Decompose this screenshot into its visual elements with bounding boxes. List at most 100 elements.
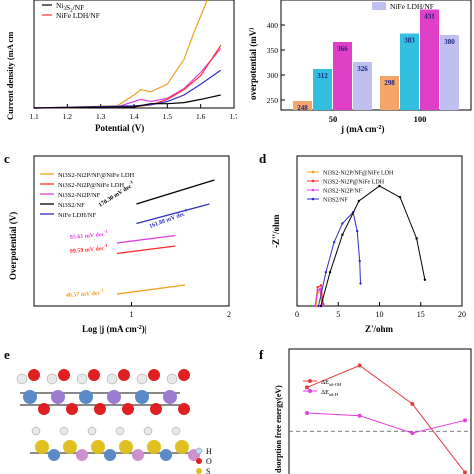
slope-annotation: 95.61 mV dec-1: [69, 229, 109, 241]
chart-b-legend: NiFe LDH/NF: [372, 2, 434, 11]
legend-marker: [311, 179, 315, 183]
legend-entry: Ni3S2-Ni2P@NiFe LDH: [323, 180, 385, 186]
legend-entry: NiFe LDH/NF: [390, 2, 434, 11]
h-atom: [16, 373, 28, 385]
x-tick-label: 1.4: [129, 112, 139, 121]
x-axis-label: Log |j (mA cm-2)|: [82, 324, 147, 334]
data-point: [318, 287, 322, 291]
panel-label-e: e: [4, 347, 10, 362]
slope-annotation: 40.57 mV dec-1: [66, 287, 105, 299]
x-tick-label: 10: [376, 310, 384, 319]
x-tick-label: 100: [414, 114, 427, 124]
bar: [313, 69, 332, 110]
bar-value-label: 366: [337, 45, 348, 53]
metal-atom: [135, 390, 149, 404]
h-atom: [59, 426, 69, 436]
chart-c-series: [116, 179, 215, 295]
legend-marker: [311, 188, 315, 192]
legend-entry: Ni3S2-Ni2P/NF@NiFe LDH: [58, 172, 135, 179]
o-atom: [118, 369, 130, 381]
data-point: [398, 196, 402, 199]
h-atom: [166, 373, 178, 385]
metal-atom: [132, 449, 144, 461]
y-axis-label: Current density (mA cm: [5, 32, 15, 120]
y-tick-label: 250: [267, 96, 279, 105]
h-atom: [115, 426, 125, 436]
data-point: [378, 184, 381, 188]
series-line: [314, 288, 324, 307]
bar-value-label: 298: [384, 79, 395, 87]
h-atom: [143, 426, 153, 436]
legend-entry: Ni3S2-Ni2P/NF: [58, 192, 101, 199]
o-atom: [28, 369, 40, 381]
chart-f-series: [305, 363, 467, 474]
metal-atom: [51, 390, 65, 404]
data-point: [357, 363, 362, 368]
s-atom: [91, 440, 105, 454]
data-point: [463, 418, 467, 423]
structure-legend: H O S: [195, 447, 212, 474]
y-tick-label: 300: [267, 71, 279, 80]
h-atom: [136, 373, 148, 385]
data-point: [410, 401, 415, 406]
x-tick-label: 15: [417, 310, 425, 319]
legend-h: H: [206, 447, 212, 456]
x-tick-label: 1.7: [229, 112, 237, 121]
data-point: [332, 241, 336, 244]
legend-entry: Ni3S2-Ni2P@NiFe LDH: [58, 182, 124, 189]
s-atom: [35, 440, 49, 454]
chart-b-y-ticks: 250 300 350 400: [267, 21, 285, 105]
data-point: [305, 411, 309, 415]
x-tick-label: 50: [329, 114, 338, 124]
o-atom: [88, 369, 100, 381]
data-point: [313, 304, 317, 308]
metal-atom: [23, 390, 37, 404]
x-tick-label: 0: [295, 310, 299, 319]
data-point: [316, 289, 319, 292]
o-atom: [58, 369, 70, 381]
x-axis-label: Z'/ohm: [365, 324, 394, 334]
chart-a-x-ticks: 1.1 1.2 1.3 1.4 1.5 1.6 1.7: [29, 104, 237, 121]
chart-a-legend: Ni3S2/NF NiFe LDH/NF: [42, 1, 100, 20]
h-atom: [106, 373, 118, 385]
bar: [380, 76, 399, 110]
series-line: [306, 364, 466, 473]
y-axis-label: -Z''/ohm: [271, 214, 281, 248]
legend-o: O: [206, 457, 212, 466]
data-point: [357, 199, 361, 203]
legend-marker: [311, 170, 315, 174]
y-tick-label: 400: [267, 21, 279, 30]
chart-f-plot-area: [288, 348, 472, 474]
y-axis-label: Overpotential (V): [8, 212, 18, 280]
series-line: [318, 211, 361, 307]
x-tick-label: 1.2: [63, 112, 73, 121]
bar-value-label: 380: [444, 38, 455, 46]
series-line: [136, 203, 210, 225]
bar-value-label: 312: [317, 72, 328, 80]
o-atom: [150, 403, 162, 415]
bar: [400, 33, 419, 110]
chart-f-legend: ΔEad-OH ΔEad-H: [303, 379, 342, 397]
legend-entry: ΔEad-OH: [321, 379, 342, 387]
bar: [333, 42, 352, 110]
chart-d-series: [313, 184, 427, 308]
h-atom: [46, 373, 58, 385]
bar-value-label: 326: [357, 65, 368, 73]
metal-atom: [160, 449, 172, 461]
panel-label-f: f: [259, 347, 264, 362]
metal-atom: [163, 390, 177, 404]
h-atom: [87, 426, 97, 436]
h-atom: [31, 426, 41, 436]
bar-value-label: 383: [404, 37, 415, 45]
o-atom: [38, 403, 50, 415]
chart-a: 1.1 1.2 1.3 1.4 1.5 1.6 1.7 Ni3S2/NF NiFe LDH/…: [5, 0, 237, 133]
y-tick-label: 350: [267, 46, 279, 55]
o-atom: [94, 403, 106, 415]
legend-entry: NiFe LDH/NF: [56, 11, 100, 20]
chart-f: f ΔEad-OH ΔEad-H dsorption free energy(e…: [259, 347, 472, 474]
series-line: [306, 412, 466, 434]
metal-atom: [104, 449, 116, 461]
metal-atom: [48, 449, 60, 461]
chart-b: 250 300 350 400 248 312 366 326 298 383 431 380 50…: [248, 0, 472, 134]
structure-e: e H O S: [4, 347, 212, 474]
